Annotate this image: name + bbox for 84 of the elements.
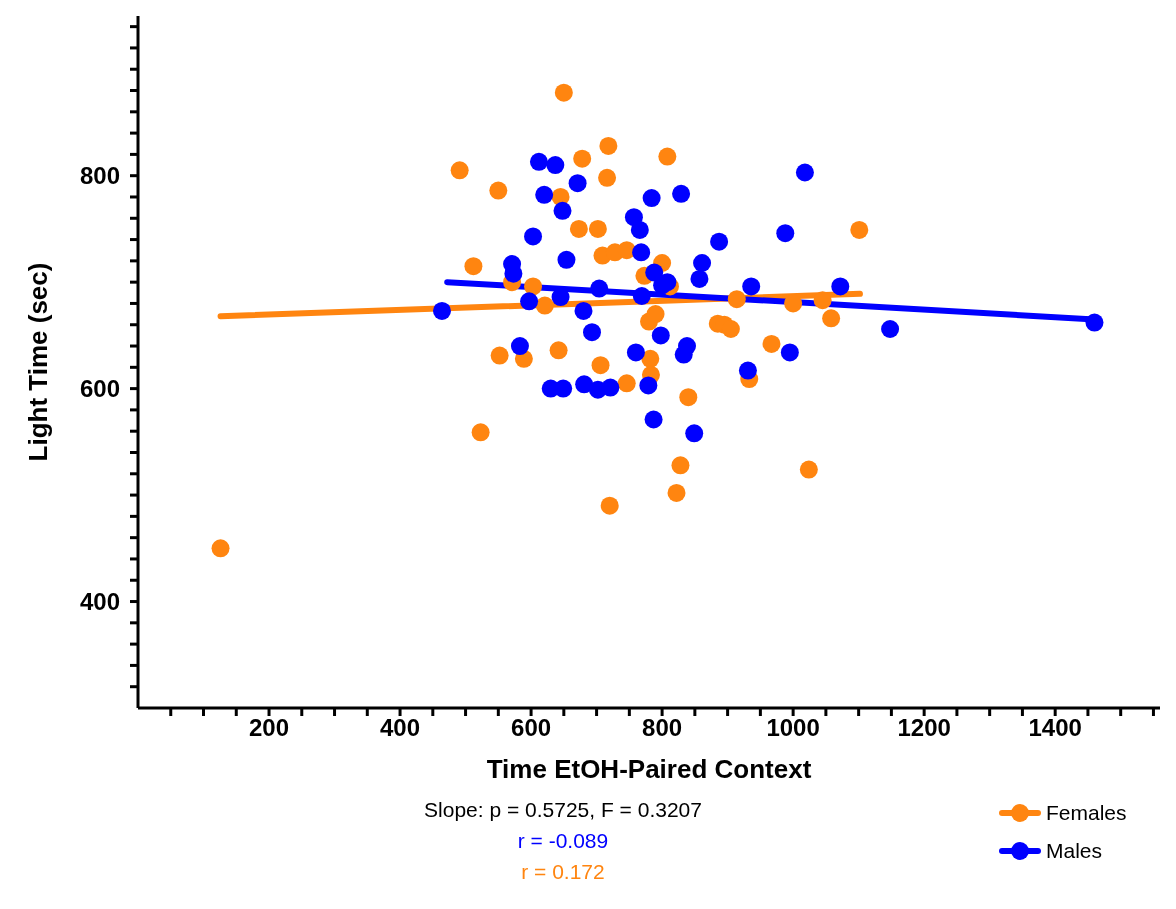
point	[490, 346, 509, 365]
point	[831, 277, 850, 296]
point	[646, 305, 665, 324]
point	[742, 277, 761, 296]
point	[549, 341, 568, 360]
point	[658, 147, 677, 166]
x-tick-label: 1400	[1028, 714, 1082, 741]
point	[626, 343, 645, 362]
point	[524, 277, 543, 296]
point	[632, 286, 651, 305]
point	[554, 83, 573, 102]
point	[600, 496, 619, 515]
point	[524, 227, 543, 246]
point	[678, 337, 696, 356]
point	[557, 250, 576, 269]
point	[672, 184, 691, 203]
point	[710, 232, 729, 251]
point	[651, 326, 670, 345]
y-tick-label: 400	[79, 587, 120, 615]
point	[667, 483, 686, 502]
x-tick-label: 200	[249, 714, 290, 741]
x-tick-label: 600	[511, 714, 552, 741]
point	[546, 156, 565, 175]
point	[881, 320, 900, 338]
point	[780, 343, 799, 362]
point	[574, 301, 593, 320]
y-axis-title: Light Time (sec)	[23, 262, 54, 462]
point	[738, 361, 757, 380]
point	[464, 257, 483, 276]
point	[679, 388, 698, 407]
point	[535, 296, 554, 315]
point	[535, 185, 554, 204]
point	[553, 201, 572, 220]
point	[510, 337, 529, 356]
point	[671, 456, 690, 475]
point	[639, 376, 658, 395]
point	[762, 334, 781, 353]
point	[642, 189, 661, 208]
point	[583, 323, 601, 342]
point	[450, 161, 469, 180]
point	[721, 320, 740, 338]
point	[822, 309, 841, 328]
point	[520, 292, 539, 311]
legend-label: Males	[1046, 839, 1103, 863]
point	[573, 149, 592, 168]
legend-label: Females	[1046, 801, 1127, 825]
point	[211, 539, 230, 558]
point	[1085, 313, 1104, 332]
point	[568, 174, 587, 193]
x-tick-label: 400	[380, 714, 421, 741]
text: r = 0.172	[520, 859, 606, 885]
point	[601, 378, 620, 397]
point	[617, 374, 636, 393]
point	[630, 220, 649, 239]
point	[599, 136, 618, 155]
y-tick-label: 600	[79, 374, 120, 402]
point	[813, 291, 832, 310]
x-tick-label: 1200	[897, 714, 951, 741]
point	[727, 290, 746, 309]
point	[432, 301, 451, 320]
point	[776, 224, 795, 243]
point	[693, 253, 712, 272]
point	[569, 219, 588, 238]
point	[575, 375, 594, 394]
point	[588, 219, 607, 238]
point	[591, 356, 610, 375]
point	[690, 269, 709, 288]
y-tick-label: 800	[79, 161, 120, 189]
point	[471, 423, 490, 442]
text: r = -0.089	[516, 828, 610, 854]
point	[529, 152, 548, 171]
point	[489, 181, 508, 200]
text: Slope: p = 0.5725, F = 0.3207	[423, 797, 703, 823]
point	[685, 424, 704, 443]
point	[850, 220, 869, 239]
point	[598, 168, 617, 187]
x-tick-label: 800	[642, 714, 683, 741]
point	[644, 410, 663, 429]
x-axis-title: Time EtOH-Paired Context	[486, 754, 812, 784]
point	[590, 279, 609, 298]
point	[632, 243, 651, 262]
point	[795, 163, 814, 182]
x-tick-label: 1000	[766, 714, 820, 741]
point	[799, 460, 818, 479]
